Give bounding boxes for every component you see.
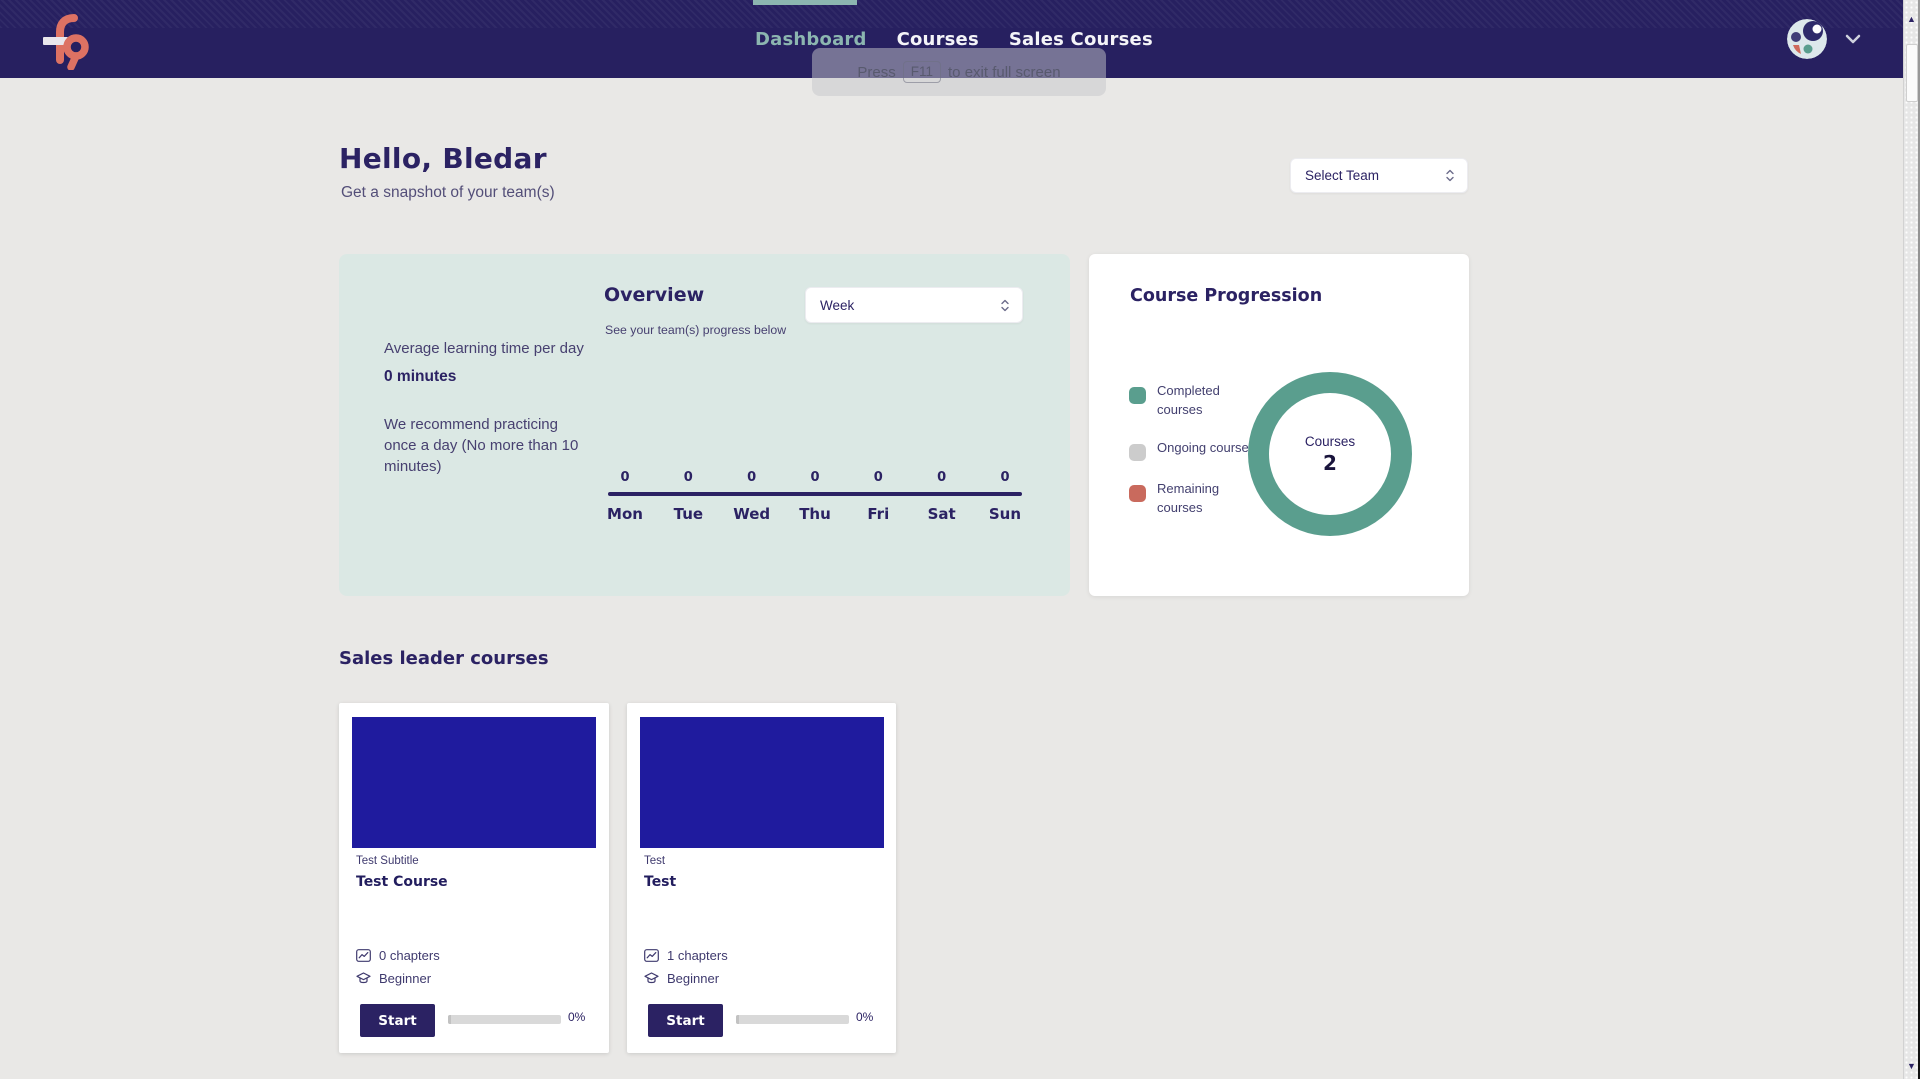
weekly-activity-chart: 0 0 0 0 0 0 0 Mon Tue Wed Thu Fri Sat Su… bbox=[603, 470, 1027, 523]
completed-swatch bbox=[1129, 387, 1146, 404]
level-row: Beginner bbox=[356, 971, 431, 986]
page-title: Hello, Bledar bbox=[339, 142, 547, 175]
course-progress-bar bbox=[448, 1015, 561, 1024]
level-label: Beginner bbox=[667, 971, 720, 986]
chart-x-axis bbox=[608, 492, 1022, 496]
level-icon bbox=[356, 972, 371, 984]
chart-value: 0 bbox=[1000, 470, 1010, 485]
chevron-down-icon[interactable] bbox=[1845, 34, 1861, 44]
course-progress-fill bbox=[736, 1015, 739, 1024]
nav-courses[interactable]: Courses bbox=[896, 28, 979, 50]
chart-day-label: Sun bbox=[988, 505, 1022, 523]
fullscreen-toast: Press F11 to exit full screen bbox=[812, 48, 1106, 96]
select-arrows-icon bbox=[1001, 299, 1009, 311]
toast-text-press: Press bbox=[857, 63, 896, 81]
chapters-label: 0 chapters bbox=[379, 948, 440, 963]
overview-title: Overview bbox=[604, 284, 705, 306]
level-icon bbox=[644, 972, 659, 984]
chapters-row: 0 chapters bbox=[356, 948, 440, 963]
courses-section-title: Sales leader courses bbox=[339, 648, 549, 669]
team-select[interactable]: Select Team bbox=[1290, 158, 1468, 193]
course-progress-fill bbox=[448, 1015, 451, 1024]
chapters-icon bbox=[644, 949, 659, 962]
nav-dashboard[interactable]: Dashboard bbox=[755, 28, 867, 50]
course-subtitle: Test Subtitle bbox=[356, 855, 419, 867]
chart-labels-row: Mon Tue Wed Thu Fri Sat Sun bbox=[603, 505, 1027, 523]
course-subtitle: Test bbox=[644, 855, 666, 867]
main-nav: Dashboard Courses Sales Courses bbox=[755, 0, 1153, 78]
user-avatar[interactable] bbox=[1787, 19, 1827, 59]
chart-day-label: Tue bbox=[673, 505, 704, 523]
remaining-swatch bbox=[1129, 484, 1146, 502]
avg-learning-label: Average learning time per day bbox=[384, 340, 584, 357]
learning-time-info: Average learning time per day 0 minutes … bbox=[384, 338, 589, 477]
overview-subtitle: See your team(s) progress below bbox=[605, 323, 787, 337]
chart-values-row: 0 0 0 0 0 0 0 bbox=[603, 470, 1027, 485]
scroll-up-arrow-icon[interactable]: ▲ bbox=[1907, 14, 1916, 24]
course-card[interactable]: Test Test 1 chapters Beginner Start 0% bbox=[627, 703, 896, 1053]
chart-value: 0 bbox=[747, 470, 757, 485]
f11-keycap: F11 bbox=[902, 61, 942, 83]
start-course-button[interactable]: Start bbox=[648, 1004, 723, 1037]
course-progress-bar bbox=[736, 1015, 849, 1024]
avg-learning-value: 0 minutes bbox=[384, 368, 457, 385]
courses-donut-chart: Courses 2 bbox=[1248, 372, 1412, 536]
active-tab-indicator bbox=[753, 0, 857, 5]
chart-value: 0 bbox=[620, 470, 630, 485]
chart-day-label: Fri bbox=[867, 505, 890, 523]
nav-sales-courses[interactable]: Sales Courses bbox=[1008, 28, 1153, 50]
chapters-label: 1 chapters bbox=[667, 948, 728, 963]
level-label: Beginner bbox=[379, 971, 432, 986]
avatar-image bbox=[1787, 19, 1827, 59]
toast-text-suffix: to exit full screen bbox=[948, 63, 1061, 81]
recommendation-text: We recommend practicing once a day (No m… bbox=[384, 415, 579, 475]
period-select[interactable]: Week bbox=[805, 287, 1023, 323]
period-select-value: Week bbox=[820, 297, 855, 313]
legend-label: Remaining courses bbox=[1157, 480, 1220, 515]
overview-card: Average learning time per day 0 minutes … bbox=[339, 254, 1070, 596]
start-course-button[interactable]: Start bbox=[360, 1004, 435, 1037]
scroll-down-arrow-icon[interactable]: ▼ bbox=[1907, 1061, 1916, 1071]
legend-item-completed: Completed courses bbox=[1129, 382, 1267, 420]
legend-item-ongoing: Ongoing courses bbox=[1129, 439, 1267, 461]
course-progression-card: Course Progression Completed courses Ong… bbox=[1089, 254, 1469, 596]
course-thumbnail bbox=[352, 717, 596, 848]
donut-center-label: Courses bbox=[1304, 433, 1356, 449]
chart-value: 0 bbox=[683, 470, 693, 485]
fr-logo-icon bbox=[43, 14, 89, 71]
legend-item-remaining: Remaining courses bbox=[1129, 480, 1267, 518]
level-row: Beginner bbox=[644, 971, 719, 986]
progression-legend: Completed courses Ongoing courses Remain… bbox=[1129, 382, 1267, 536]
page-subtitle: Get a snapshot of your team(s) bbox=[341, 184, 555, 201]
scrollbar-thumb[interactable] bbox=[1906, 44, 1918, 102]
course-progress-percent: 0% bbox=[568, 1010, 586, 1024]
chart-value: 0 bbox=[937, 470, 947, 485]
chapters-row: 1 chapters bbox=[644, 948, 728, 963]
vertical-scrollbar[interactable]: ▲ ▼ bbox=[1903, 0, 1920, 1079]
course-card[interactable]: Test Subtitle Test Course 0 chapters Beg… bbox=[339, 703, 609, 1053]
legend-label: Completed courses bbox=[1157, 383, 1220, 417]
chart-value: 0 bbox=[810, 470, 820, 485]
course-progress-percent: 0% bbox=[856, 1010, 874, 1024]
select-arrows-icon bbox=[1446, 169, 1454, 182]
chapters-icon bbox=[356, 949, 371, 962]
chart-day-label: Sat bbox=[927, 505, 956, 523]
progression-title: Course Progression bbox=[1130, 286, 1323, 306]
donut-center-value: 2 bbox=[1323, 450, 1337, 475]
brand-logo[interactable] bbox=[38, 10, 96, 71]
ongoing-swatch bbox=[1129, 443, 1146, 461]
chart-value: 0 bbox=[873, 470, 883, 485]
course-thumbnail bbox=[640, 717, 884, 848]
chart-day-label: Wed bbox=[733, 505, 771, 523]
chart-day-label: Mon bbox=[607, 505, 643, 523]
navbar-right bbox=[1787, 0, 1861, 78]
team-select-value: Select Team bbox=[1305, 168, 1380, 183]
course-title: Test bbox=[644, 874, 677, 890]
course-title: Test Course bbox=[356, 874, 448, 890]
legend-label: Ongoing courses bbox=[1157, 439, 1256, 455]
chart-day-label: Thu bbox=[799, 505, 831, 523]
